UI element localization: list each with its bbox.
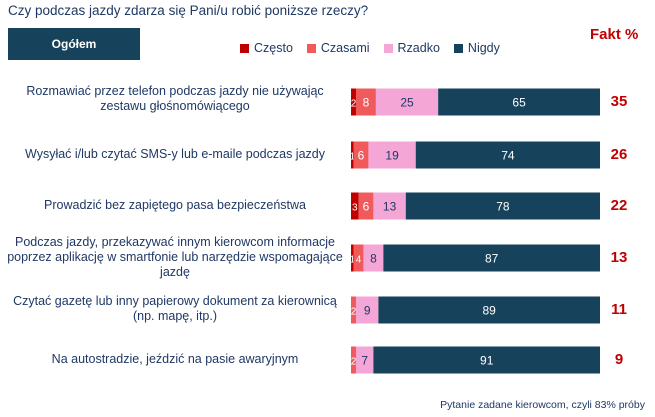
bar-segment-czesto bbox=[351, 141, 354, 169]
data-label-czasami: 6 bbox=[358, 149, 365, 163]
fakt-header: Fakt % bbox=[590, 26, 639, 43]
question-title: Czy podczas jazdy zdarza się Pani/u robi… bbox=[8, 3, 369, 18]
legend-swatch-rzadko bbox=[383, 43, 393, 53]
data-label-rzadko: 19 bbox=[385, 149, 399, 163]
bar-segment-czesto bbox=[351, 192, 359, 220]
bar-segment-czasami bbox=[358, 192, 374, 220]
data-label-nigdy: 78 bbox=[496, 200, 510, 214]
row-label: Prowadzić bez zapiętego pasa bezpieczeńs… bbox=[44, 198, 306, 212]
data-label-czasami: 2 bbox=[351, 307, 357, 318]
bar-segment-rzadko bbox=[355, 296, 379, 324]
legend-label-czesto: Często bbox=[254, 41, 293, 55]
legend-label-nigdy: Nigdy bbox=[467, 41, 500, 55]
row-label: Rozmawiać przez telefon podczas jazdy ni… bbox=[26, 84, 324, 113]
legend-label-czasami: Czasami bbox=[320, 41, 370, 55]
bar-segment-czasami bbox=[351, 296, 356, 324]
data-label-rzadko: 8 bbox=[370, 252, 377, 266]
legend-swatch-czasami bbox=[306, 43, 316, 53]
data-label-nigdy: 87 bbox=[485, 252, 499, 266]
data-label-nigdy: 91 bbox=[480, 354, 494, 368]
data-label-czasami: 8 bbox=[363, 96, 370, 110]
bar-segment-czasami bbox=[353, 244, 364, 272]
legend: Często Czasami Rzadko Nigdy bbox=[240, 41, 500, 55]
fakt-value: 13 bbox=[610, 249, 628, 266]
legend-label-rzadko: Rzadko bbox=[397, 41, 440, 55]
data-label-nigdy: 89 bbox=[483, 304, 497, 318]
fakt-value: 26 bbox=[610, 146, 628, 163]
data-label-nigdy: 74 bbox=[501, 149, 515, 163]
fakt-value: 22 bbox=[610, 197, 628, 214]
bar-segment-nigdy bbox=[378, 296, 600, 324]
data-label-czasami: 4 bbox=[356, 255, 362, 266]
fakt-value: 9 bbox=[614, 351, 624, 368]
bar-segment-nigdy bbox=[383, 244, 600, 272]
data-label-czesto: 1 bbox=[349, 152, 355, 163]
legend-swatch-czesto bbox=[240, 43, 249, 53]
data-label-rzadko: 13 bbox=[383, 200, 397, 214]
legend-item-nigdy: Nigdy bbox=[453, 41, 500, 55]
bar-segment-nigdy bbox=[415, 141, 600, 169]
fakt-value: 35 bbox=[610, 93, 628, 110]
legend-item-czesto: Często bbox=[240, 41, 293, 55]
data-label-czesto: 2 bbox=[351, 99, 357, 110]
group-label: Ogółem bbox=[8, 28, 140, 60]
row-label: Czytać gazetę lub inny papierowy dokumen… bbox=[13, 294, 337, 323]
data-label-rzadko: 25 bbox=[400, 96, 414, 110]
data-label-rzadko: 9 bbox=[364, 304, 371, 318]
data-label-rzadko: 7 bbox=[361, 354, 368, 368]
legend-swatch-nigdy bbox=[453, 43, 463, 53]
data-label-czasami: 2 bbox=[351, 357, 357, 368]
bar-segment-rzadko bbox=[373, 192, 406, 220]
bar-segment-rzadko bbox=[355, 346, 374, 374]
row-label: Podczas jazdy, przekazywać innym kierowc… bbox=[7, 235, 343, 279]
bar-segment-czesto bbox=[351, 88, 356, 116]
data-label-nigdy: 65 bbox=[512, 96, 526, 110]
footnote: Pytanie zadane kierowcom, czyli 83% prób… bbox=[440, 399, 645, 411]
bar-segment-nigdy bbox=[438, 88, 600, 116]
row-label: Na autostradzie, jeździć na pasie awaryj… bbox=[51, 352, 299, 366]
bar-segment-czasami bbox=[351, 346, 356, 374]
bar-segment-czasami bbox=[353, 141, 369, 169]
legend-item-czasami: Czasami bbox=[306, 41, 370, 55]
bar-segment-rzadko bbox=[363, 244, 384, 272]
data-label-czesto: 1 bbox=[349, 255, 355, 266]
data-label-czasami: 6 bbox=[363, 200, 370, 214]
bar-segment-rzadko bbox=[368, 141, 416, 169]
bar-segment-nigdy bbox=[405, 192, 600, 220]
row-label: Wysyłać i/lub czytać SMS-y lub e-maile p… bbox=[25, 147, 325, 161]
bar-segment-nigdy bbox=[373, 346, 600, 374]
bar-segment-czesto bbox=[351, 244, 354, 272]
legend-item-rzadko: Rzadko bbox=[383, 41, 440, 55]
fakt-value: 11 bbox=[611, 301, 627, 318]
data-label-czesto: 3 bbox=[352, 203, 358, 214]
bar-segment-rzadko bbox=[375, 88, 439, 116]
bar-segment-czasami bbox=[355, 88, 376, 116]
